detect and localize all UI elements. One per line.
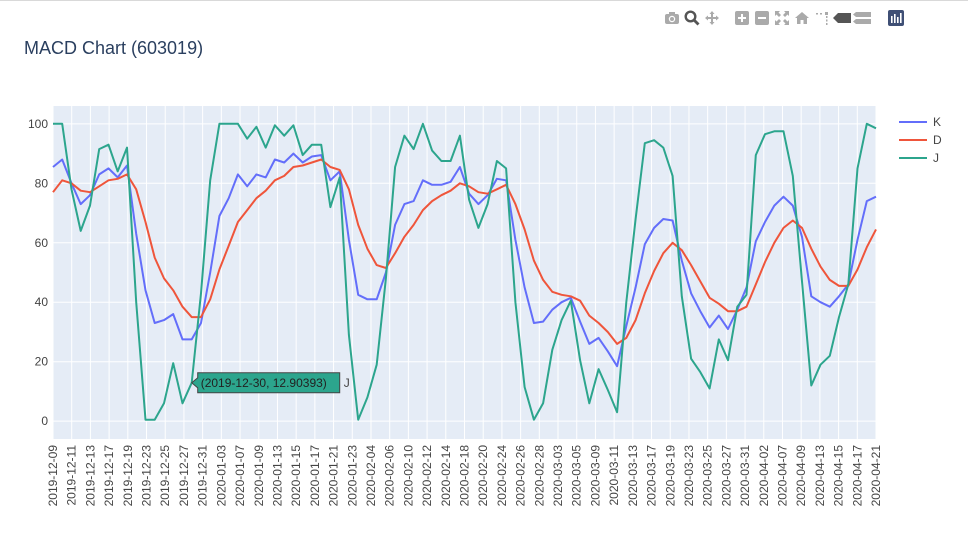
x-tick-label: 2019-12-25 xyxy=(158,445,172,507)
x-tick-label: 2020-03-17 xyxy=(645,445,659,507)
x-tick-label: 2020-02-12 xyxy=(420,445,434,507)
x-tick-label: 2020-04-13 xyxy=(813,445,827,507)
legend-item-j[interactable]: J xyxy=(899,151,939,165)
legend-label: D xyxy=(933,133,942,147)
x-tick-label: 2020-03-23 xyxy=(682,445,696,507)
x-tick-label: 2020-01-09 xyxy=(252,445,266,507)
x-tick-label: 2020-02-04 xyxy=(364,445,378,507)
x-tick-label: 2020-01-15 xyxy=(289,445,303,507)
series-line-j[interactable] xyxy=(53,122,877,421)
x-tick-label: 2020-01-17 xyxy=(308,445,322,507)
x-tick-label: 2019-12-31 xyxy=(196,445,210,507)
series-lines xyxy=(52,122,877,421)
x-tick-label: 2020-02-10 xyxy=(401,445,415,507)
x-axis: 2019-12-09 2019-12-11 2019-12-13 2019-12-17… xyxy=(46,445,883,507)
spike-lines-icon[interactable] xyxy=(812,8,832,28)
autoscale-icon[interactable] xyxy=(772,8,792,28)
x-tick-label: 2019-12-17 xyxy=(102,445,116,507)
x-tick-label: 2020-01-23 xyxy=(345,445,359,507)
legend[interactable]: KDJ xyxy=(899,115,942,165)
x-tick-label: 2020-02-26 xyxy=(514,445,528,507)
x-tick-label: 2020-01-13 xyxy=(270,445,284,507)
x-tick-label: 2020-02-14 xyxy=(439,445,453,507)
hover-tooltip: (2019-12-30, 12.90393) J xyxy=(190,372,350,394)
x-tick-label: 2020-04-09 xyxy=(794,445,808,507)
x-tick-label: 2020-02-28 xyxy=(532,445,546,507)
zoom-out-icon[interactable] xyxy=(752,8,772,28)
x-tick-label: 2020-02-06 xyxy=(383,445,397,507)
x-tick-label: 2020-03-05 xyxy=(570,445,584,507)
y-tick-label: 0 xyxy=(41,414,48,428)
window-top-border xyxy=(0,0,968,1)
y-tick-label: 100 xyxy=(28,117,48,131)
zoom-in-icon[interactable] xyxy=(732,8,752,28)
hover-compare-icon[interactable] xyxy=(852,8,872,28)
x-tick-label: 2020-03-03 xyxy=(551,445,565,507)
reset-axes-icon[interactable] xyxy=(792,8,812,28)
y-tick-label: 20 xyxy=(35,355,49,369)
hover-closest-icon[interactable] xyxy=(832,8,852,28)
y-axis: 0 20 40 60 80 100 xyxy=(28,117,48,428)
x-tick-label: 2020-04-15 xyxy=(832,445,846,507)
x-tick-label: 2020-03-27 xyxy=(719,445,733,507)
x-tick-label: 2020-03-19 xyxy=(663,445,677,507)
zoom-icon[interactable] xyxy=(682,8,702,28)
x-tick-label: 2019-12-19 xyxy=(121,445,135,507)
y-tick-label: 60 xyxy=(35,236,49,250)
x-tick-label: 2020-03-13 xyxy=(626,445,640,507)
x-tick-label: 2019-12-27 xyxy=(177,445,191,507)
x-tick-label: 2020-04-17 xyxy=(850,445,864,507)
tooltip-series-name: J xyxy=(344,376,350,390)
x-tick-label: 2020-01-07 xyxy=(233,445,247,507)
camera-icon[interactable] xyxy=(662,8,682,28)
x-tick-label: 2020-02-20 xyxy=(476,445,490,507)
legend-label: K xyxy=(933,115,941,129)
x-tick-label: 2019-12-11 xyxy=(65,445,79,506)
x-tick-label: 2020-04-07 xyxy=(775,445,789,507)
y-tick-label: 80 xyxy=(35,176,49,190)
x-tick-label: 2020-04-21 xyxy=(869,445,883,507)
x-tick-label: 2020-03-09 xyxy=(588,445,602,507)
x-tick-label: 2020-02-18 xyxy=(458,445,472,507)
x-tick-label: 2020-02-24 xyxy=(495,445,509,507)
pan-icon[interactable] xyxy=(702,8,722,28)
plotly-logo-icon[interactable] xyxy=(886,8,906,28)
x-tick-label: 2019-12-23 xyxy=(140,445,154,507)
x-tick-label: 2019-12-13 xyxy=(83,445,97,507)
modebar xyxy=(662,8,906,28)
chart-title: MACD Chart (603019) xyxy=(24,38,204,58)
x-tick-label: 2019-12-09 xyxy=(46,445,60,507)
x-tick-label: 2020-01-03 xyxy=(214,445,228,507)
series-line-d[interactable] xyxy=(52,158,877,345)
x-tick-label: 2020-04-02 xyxy=(757,445,771,507)
x-tick-label: 2020-03-31 xyxy=(738,445,752,507)
y-tick-label: 40 xyxy=(35,295,49,309)
legend-item-k[interactable]: K xyxy=(899,115,941,129)
tooltip-box xyxy=(190,372,341,394)
x-tick-label: 2020-01-21 xyxy=(327,445,341,507)
x-tick-label: 2020-03-11 xyxy=(607,445,621,506)
legend-label: J xyxy=(933,151,939,165)
tooltip-text: (2019-12-30, 12.90393) xyxy=(201,376,327,390)
x-tick-label: 2020-03-25 xyxy=(701,445,715,507)
legend-item-d[interactable]: D xyxy=(899,133,942,147)
